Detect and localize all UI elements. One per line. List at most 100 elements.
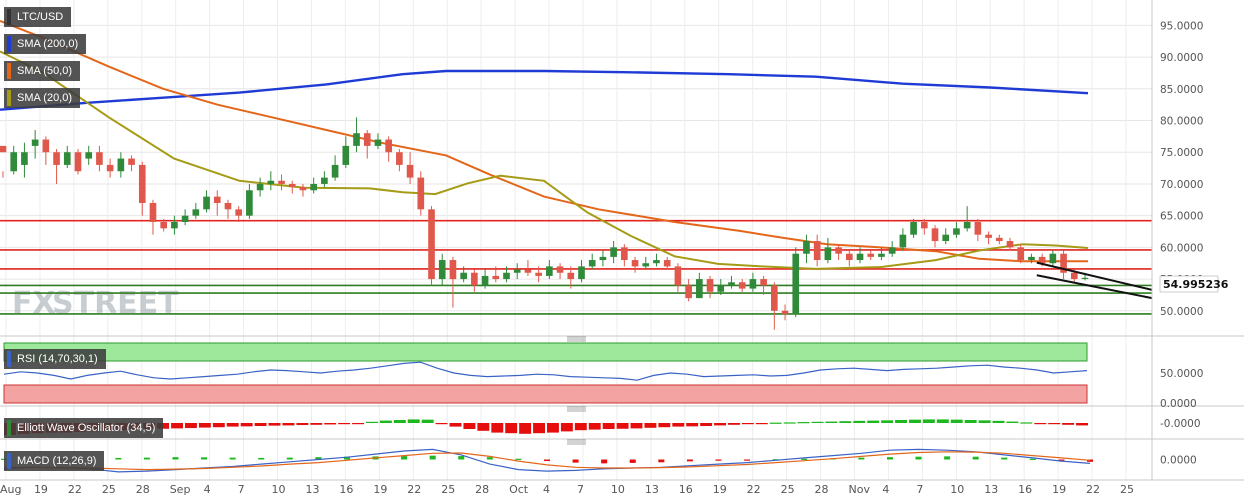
candle-bearish: [74, 152, 82, 172]
candle-bearish: [288, 183, 296, 188]
ewo-bar-negative: [1076, 423, 1088, 426]
candle-bearish: [471, 272, 478, 286]
candle-bearish: [1017, 247, 1025, 261]
rsi-overbought-zone: [3, 342, 1088, 362]
legend-sma200[interactable]: SMA (200,0): [4, 34, 87, 54]
last-price-box: [1159, 275, 1219, 293]
candle-bullish: [653, 260, 660, 264]
macd-hist-positive: [486, 457, 493, 460]
candle-bearish: [706, 279, 714, 292]
candle-bullish: [21, 152, 28, 165]
sma200-swatch: [7, 36, 11, 52]
macd-hist-positive: [143, 457, 150, 460]
last-price-marker: 54.995236: [1159, 275, 1229, 293]
macd-hist-positive: [944, 456, 951, 460]
ewo-bar-positive: [421, 419, 434, 423]
x-tick-label: 22: [747, 483, 761, 496]
watermark-street: STREET: [52, 286, 179, 321]
candle-bullish: [578, 266, 585, 280]
ewo-swatch: [7, 420, 11, 436]
ewo-bar-negative: [616, 423, 629, 429]
ewo-bar-positive: [950, 419, 963, 423]
x-tick-label: 25: [1120, 483, 1134, 496]
candle-bearish: [149, 202, 157, 222]
ewo-bar-negative: [185, 423, 197, 429]
candle-bearish: [138, 164, 146, 203]
candle-bullish: [171, 222, 178, 229]
x-tick-label: 25: [441, 483, 455, 496]
candle-bullish: [267, 180, 275, 184]
ewo-bar-positive: [853, 420, 866, 423]
x-tick-label: 22: [407, 483, 421, 496]
macd-hist-positive: [858, 457, 865, 460]
candle-bullish: [203, 196, 210, 210]
macd-hist-negative: [629, 459, 636, 463]
ewo-bar-negative: [686, 423, 699, 427]
ewo-bar-positive: [379, 420, 392, 423]
x-tick-label: 4: [543, 483, 550, 496]
ewo-bar-negative: [1034, 423, 1047, 425]
ewo-bar-positive: [936, 419, 949, 423]
macd-y-tick: 0.0000: [1160, 455, 1197, 467]
x-tick-label: Oct: [509, 483, 529, 496]
candle-bearish: [738, 282, 746, 289]
candlesticks: [0, 117, 1089, 330]
sma20-swatch: [7, 90, 11, 106]
x-tick-label: Nov: [848, 483, 870, 496]
ewo-bar-negative: [700, 423, 713, 426]
ewo-bar-negative: [505, 423, 518, 434]
ewo-bar-negative: [240, 423, 253, 427]
ewo-bar-negative: [310, 423, 323, 425]
candle-bullish: [910, 222, 917, 235]
price-y-tick: 60.0000: [1160, 242, 1203, 254]
macd-hist-positive: [201, 457, 208, 460]
macd-hist-positive: [515, 458, 522, 460]
ewo-bar-negative: [198, 423, 211, 428]
candle-bearish: [42, 139, 50, 153]
ewo-bar-positive: [769, 422, 782, 424]
rsi-y-tick: 50.0000: [1160, 368, 1203, 380]
legend-ewo[interactable]: Elliott Wave Oscillator (34,5): [4, 418, 164, 438]
x-tick-label: 28: [475, 483, 489, 496]
legend-macd[interactable]: MACD (12,26,9): [4, 451, 105, 471]
x-tick-label: 7: [577, 483, 584, 496]
candle-bearish: [674, 266, 682, 286]
legend-sma20[interactable]: SMA (20,0): [4, 88, 81, 108]
ewo-bar-positive: [366, 421, 378, 423]
legend-rsi[interactable]: RSI (14,70,30,1): [4, 349, 106, 369]
ewo-bar-negative: [338, 423, 351, 425]
macd-hist-negative: [686, 459, 693, 462]
candle-bullish: [85, 152, 93, 159]
candle-bearish: [385, 139, 392, 153]
candle-bullish: [10, 152, 18, 172]
macd-text: MACD (12,26,9): [17, 455, 97, 467]
price-y-tick: 75.0000: [1160, 147, 1203, 159]
candle-bearish: [96, 152, 103, 165]
ewo-bar-positive: [825, 421, 838, 423]
candle-bearish: [535, 272, 542, 276]
macd-hist-positive: [315, 457, 322, 460]
candle-bearish: [278, 180, 285, 184]
x-tick-label: 25: [781, 483, 795, 496]
rsi-zones: [3, 342, 1088, 404]
candle-bullish: [546, 266, 553, 276]
ewo-bar-negative: [1048, 423, 1061, 425]
candle-bearish: [781, 310, 789, 314]
candle-bullish: [599, 256, 607, 261]
candle-bearish: [160, 222, 168, 229]
candle-bearish: [1070, 272, 1078, 280]
candle-bearish: [0, 145, 7, 153]
candle-bearish: [106, 164, 114, 172]
candle-bearish: [567, 272, 575, 280]
candle-bullish: [696, 279, 703, 299]
x-tick-label: 22: [68, 483, 82, 496]
candle-bullish: [331, 164, 339, 178]
candle-bullish: [792, 253, 800, 314]
x-tick-label: 16: [339, 483, 353, 496]
ewo-bar-positive: [909, 419, 921, 423]
legend-sma50[interactable]: SMA (50,0): [4, 61, 81, 81]
price-y-tick: 70.0000: [1160, 179, 1203, 191]
ewo-bar-negative: [519, 423, 532, 434]
